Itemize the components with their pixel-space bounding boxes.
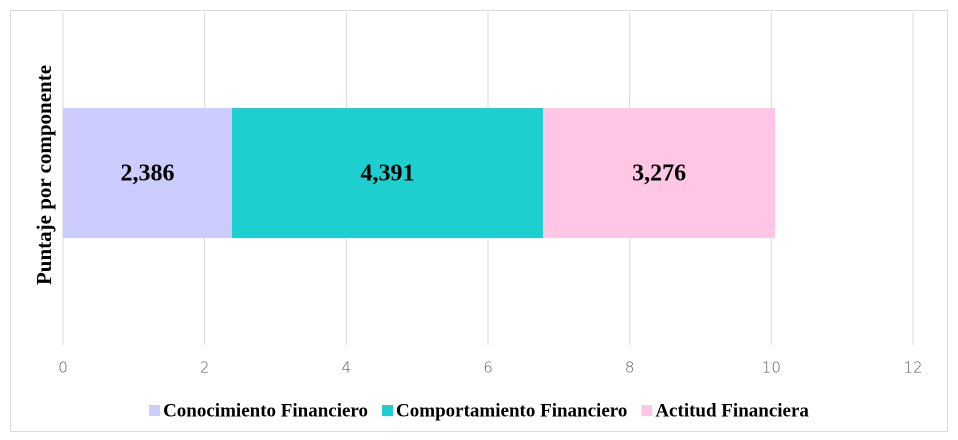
x-tick-label: 0 xyxy=(58,359,68,377)
x-tick-label: 4 xyxy=(342,359,352,377)
x-tick-label: 8 xyxy=(625,359,635,377)
bar-segment xyxy=(543,108,776,238)
legend-swatch xyxy=(149,405,161,416)
legend-swatch xyxy=(382,405,394,416)
data-label: 3,276 xyxy=(632,161,686,187)
y-axis-label: Puntaje por componente xyxy=(32,65,56,285)
bar-segment xyxy=(232,108,544,238)
data-label: 4,391 xyxy=(361,161,415,187)
data-label: 2,386 xyxy=(121,161,175,187)
x-tick-label: 2 xyxy=(200,359,210,377)
x-tick-label: 10 xyxy=(762,359,781,377)
legend-label: Actitud Financiera xyxy=(655,400,809,421)
legend: Conocimiento Financiero Comportamiento Fi… xyxy=(149,400,809,421)
bar-segment xyxy=(63,108,233,238)
x-tick-label: 12 xyxy=(903,359,922,377)
x-tick-label: 6 xyxy=(483,359,493,377)
legend-label: Conocimiento Financiero xyxy=(163,400,368,421)
legend-swatch xyxy=(641,405,653,416)
legend-label: Comportamiento Financiero xyxy=(396,400,627,421)
